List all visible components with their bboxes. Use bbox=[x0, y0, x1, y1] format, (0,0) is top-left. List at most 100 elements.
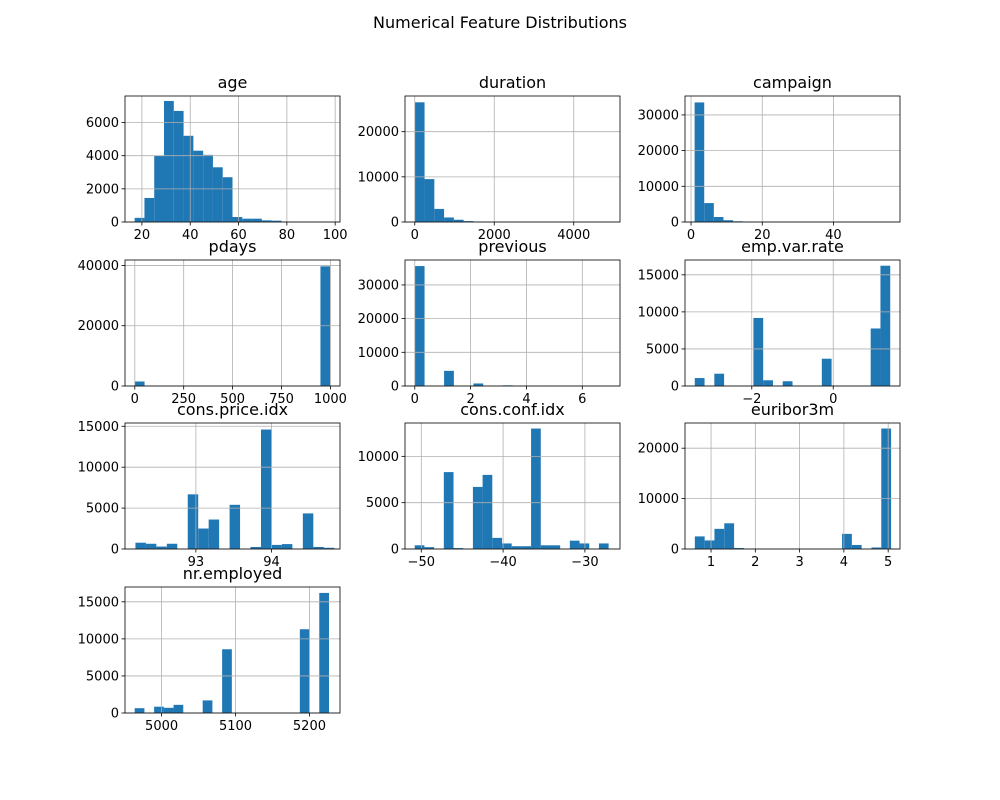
bar bbox=[444, 217, 454, 222]
bar bbox=[173, 110, 184, 222]
bar bbox=[261, 220, 272, 222]
bar bbox=[414, 102, 425, 222]
x-tick-label: 4000 bbox=[557, 228, 590, 243]
y-tick-label: 20000 bbox=[358, 312, 399, 327]
bar bbox=[271, 220, 282, 222]
bar bbox=[193, 150, 204, 222]
x-tick-label: 93 bbox=[188, 555, 205, 570]
y-tick-label: 10000 bbox=[358, 170, 399, 185]
x-tick-label: 250 bbox=[171, 392, 196, 407]
subplot-title: emp.var.rate bbox=[741, 237, 844, 256]
bar bbox=[704, 203, 714, 222]
y-tick-label: 0 bbox=[391, 380, 399, 395]
bar bbox=[569, 540, 580, 549]
x-tick-label: 5200 bbox=[293, 719, 326, 734]
x-tick-label: 750 bbox=[269, 392, 294, 407]
y-tick-label: 0 bbox=[111, 380, 119, 395]
subplot-title: nr.employed bbox=[183, 564, 283, 583]
histogram-campaign: 0 20 40 0 10000 20000 30000 campaign bbox=[638, 73, 901, 243]
axes-frame bbox=[124, 586, 341, 714]
x-tick-label: 500 bbox=[220, 392, 245, 407]
bar bbox=[550, 545, 561, 549]
bar bbox=[511, 546, 522, 549]
bar bbox=[134, 381, 145, 386]
x-tick-label: 40 bbox=[825, 228, 842, 243]
bar bbox=[881, 428, 892, 549]
histogram-cons-conf-idx: −50 −40 −30 0 5000 10000 cons.conf.idx bbox=[358, 400, 621, 570]
axes-frame bbox=[404, 422, 621, 550]
bar bbox=[870, 328, 881, 386]
bar bbox=[242, 218, 253, 222]
y-tick-label: 0 bbox=[671, 543, 679, 558]
bar bbox=[313, 546, 324, 549]
y-tick-label: 10000 bbox=[78, 461, 119, 476]
y-tick-label: 30000 bbox=[638, 108, 679, 123]
histogram-pdays: 0 250 500 750 1000 0 20000 40000 pdays bbox=[78, 237, 347, 407]
y-tick-label: 0 bbox=[671, 216, 679, 231]
x-tick-label: 0 bbox=[687, 228, 695, 243]
bar bbox=[821, 358, 832, 386]
x-tick-label: 40 bbox=[182, 228, 199, 243]
x-tick-label: 80 bbox=[279, 228, 296, 243]
x-tick-label: 60 bbox=[230, 228, 247, 243]
y-tick-label: 0 bbox=[391, 216, 399, 231]
histogram-duration: 0 2000 4000 0 10000 20000 duration bbox=[358, 73, 621, 243]
y-tick-label: 10000 bbox=[358, 450, 399, 465]
subplot-title: previous bbox=[478, 237, 546, 256]
bar bbox=[323, 547, 335, 549]
y-tick-label: 5000 bbox=[86, 502, 119, 517]
x-tick-label: 5000 bbox=[145, 719, 178, 734]
y-tick-label: 20000 bbox=[358, 125, 399, 140]
bar bbox=[453, 548, 464, 549]
figure-title: Numerical Feature Distributions bbox=[373, 13, 627, 32]
y-tick-label: 5000 bbox=[646, 342, 679, 357]
bar bbox=[871, 547, 882, 549]
x-tick-label: 20 bbox=[134, 228, 151, 243]
axes-frame bbox=[404, 259, 621, 387]
y-tick-label: 0 bbox=[111, 707, 119, 722]
bar bbox=[250, 546, 261, 549]
histogram-emp-var-rate: −2 0 0 5000 10000 15000 emp.var.rate bbox=[638, 237, 901, 407]
y-tick-label: 30000 bbox=[358, 278, 399, 293]
bar bbox=[424, 547, 435, 549]
bar bbox=[540, 545, 551, 549]
bar bbox=[252, 218, 262, 222]
bar bbox=[222, 649, 232, 713]
bar bbox=[424, 179, 435, 222]
bar bbox=[414, 266, 425, 386]
bar bbox=[842, 533, 852, 549]
bar bbox=[212, 167, 223, 222]
bar bbox=[713, 217, 724, 222]
bar bbox=[482, 474, 493, 549]
y-tick-label: 15000 bbox=[78, 595, 119, 610]
bar bbox=[173, 704, 184, 713]
bar bbox=[198, 528, 209, 549]
x-tick-label: −50 bbox=[408, 555, 435, 570]
x-tick-label: −40 bbox=[489, 555, 516, 570]
histogram-cons-price-idx: 93 94 0 5000 10000 15000 cons.price.idx bbox=[78, 400, 341, 570]
bar bbox=[319, 592, 329, 713]
bar bbox=[444, 370, 454, 386]
bar bbox=[144, 197, 155, 222]
x-tick-label: 2000 bbox=[478, 228, 511, 243]
bar bbox=[472, 486, 483, 549]
subplot-title: euribor3m bbox=[751, 400, 834, 419]
bar bbox=[724, 523, 735, 549]
bar bbox=[164, 100, 174, 222]
y-tick-label: 15000 bbox=[78, 420, 119, 435]
y-tick-label: 5000 bbox=[86, 669, 119, 684]
bar bbox=[714, 373, 725, 386]
bar bbox=[208, 519, 220, 549]
y-tick-label: 20000 bbox=[638, 442, 679, 457]
y-tick-label: 15000 bbox=[638, 268, 679, 283]
bar bbox=[260, 429, 272, 549]
bar bbox=[453, 219, 464, 222]
bar bbox=[414, 545, 425, 549]
bar bbox=[753, 317, 764, 386]
axes-frame bbox=[124, 422, 341, 550]
subplot-title: duration bbox=[479, 73, 546, 92]
x-tick-label: 0 bbox=[829, 392, 837, 407]
bar bbox=[694, 378, 705, 386]
subplot-title: pdays bbox=[209, 237, 257, 256]
x-tick-label: 5100 bbox=[219, 719, 252, 734]
